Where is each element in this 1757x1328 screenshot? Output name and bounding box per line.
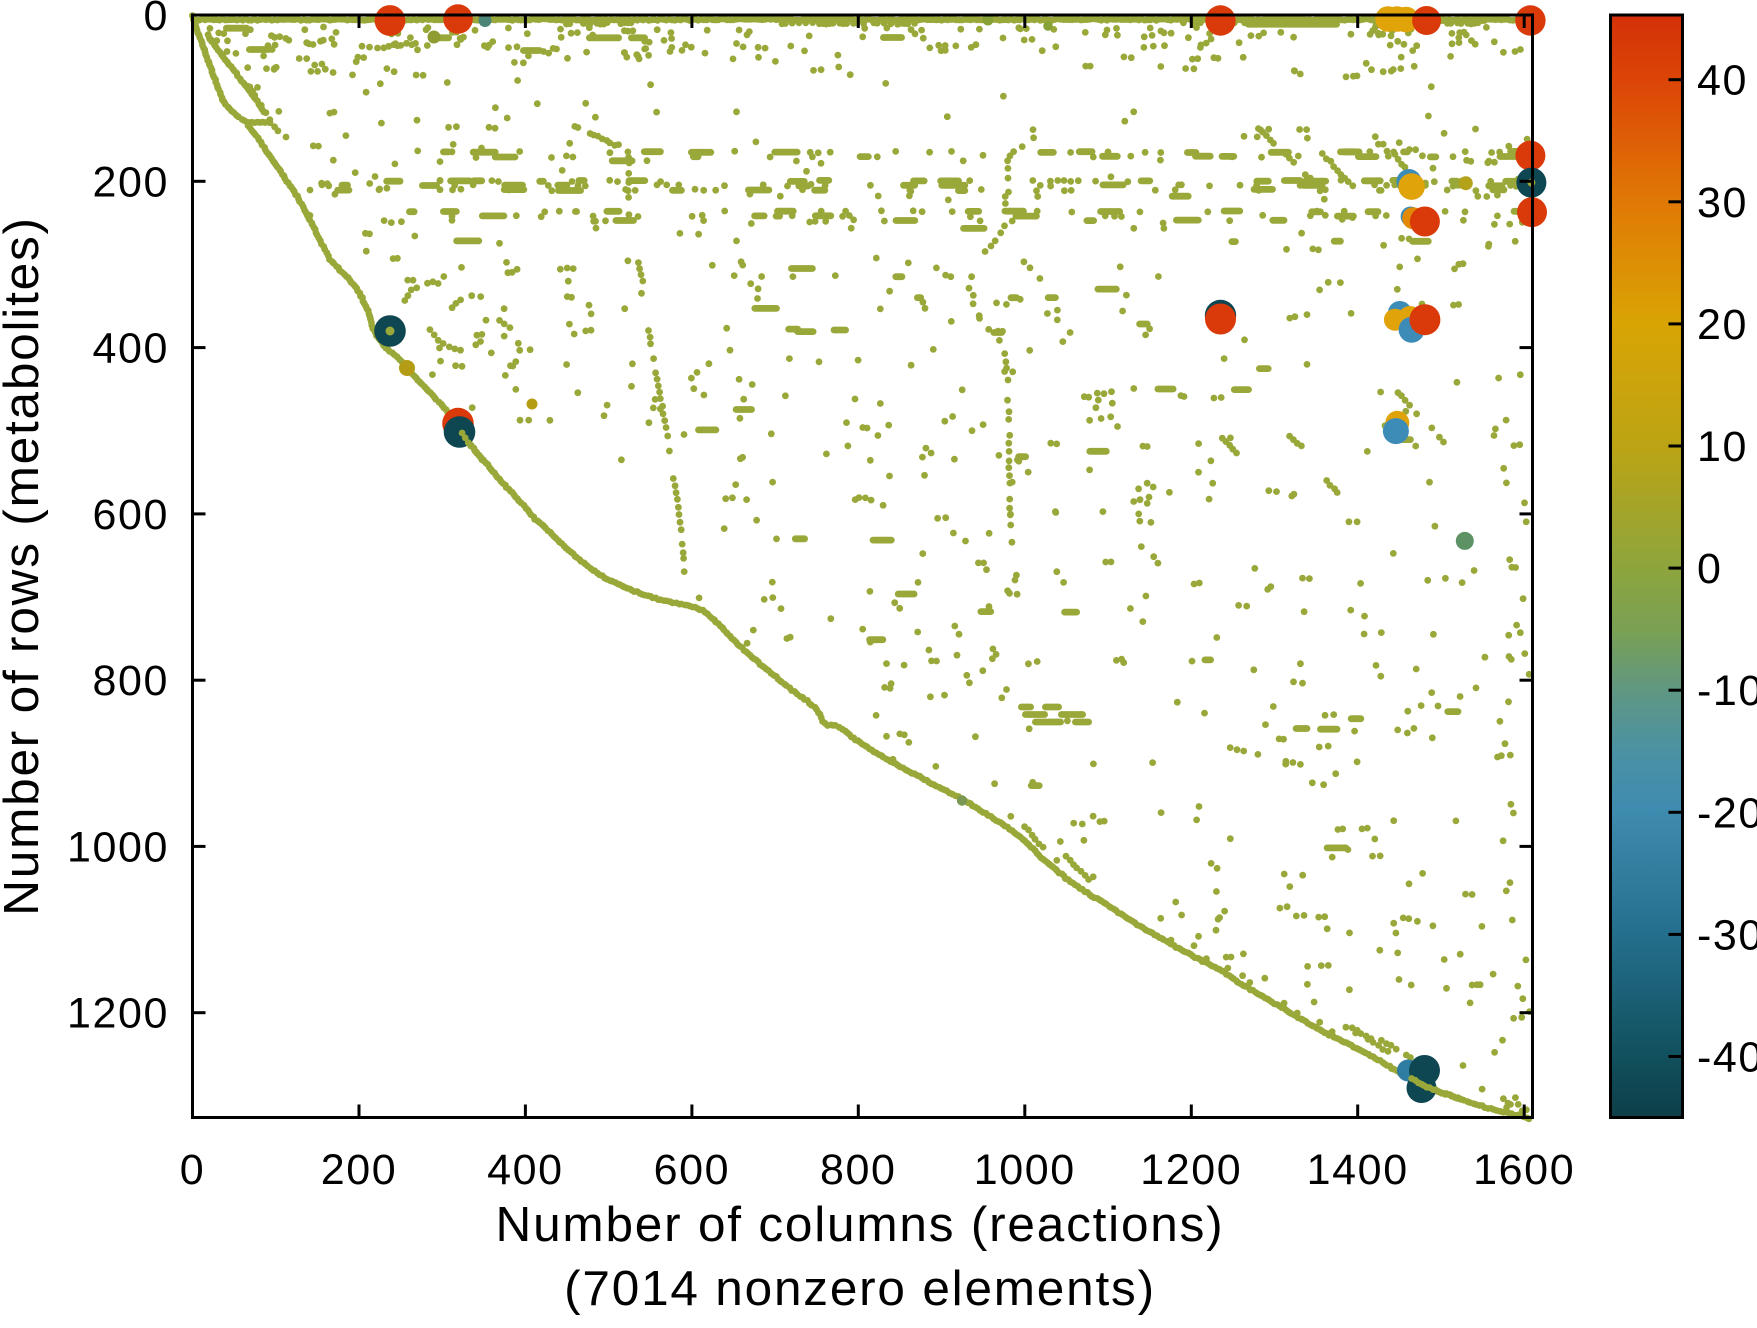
svg-text:20: 20 [1697, 301, 1748, 349]
svg-text:400: 400 [487, 1146, 564, 1194]
svg-text:40: 40 [1697, 57, 1748, 105]
svg-text:1000: 1000 [974, 1146, 1076, 1194]
svg-text:(7014 nonzero elements): (7014 nonzero elements) [564, 1261, 1156, 1316]
svg-text:800: 800 [820, 1146, 897, 1194]
svg-text:400: 400 [92, 325, 169, 373]
svg-text:1400: 1400 [1307, 1146, 1409, 1194]
svg-text:200: 200 [92, 158, 169, 206]
svg-text:-30: -30 [1697, 911, 1757, 959]
svg-text:10: 10 [1697, 423, 1748, 471]
svg-text:Number of columns (reactions): Number of columns (reactions) [496, 1197, 1225, 1252]
svg-text:30: 30 [1697, 179, 1748, 227]
svg-text:1600: 1600 [1473, 1146, 1575, 1194]
svg-text:1200: 1200 [1140, 1146, 1242, 1194]
svg-text:200: 200 [321, 1146, 398, 1194]
svg-text:800: 800 [92, 657, 169, 705]
svg-text:1000: 1000 [67, 823, 169, 871]
svg-text:Number of rows (metabolites): Number of rows (metabolites) [0, 216, 49, 916]
svg-text:600: 600 [654, 1146, 731, 1194]
svg-text:-40: -40 [1697, 1034, 1757, 1082]
svg-text:0: 0 [1697, 545, 1723, 593]
svg-text:0: 0 [180, 1146, 206, 1194]
svg-text:0: 0 [143, 0, 169, 40]
svg-text:-20: -20 [1697, 789, 1757, 837]
svg-text:-10: -10 [1697, 667, 1757, 715]
svg-text:1200: 1200 [67, 990, 169, 1038]
svg-text:600: 600 [92, 491, 169, 539]
